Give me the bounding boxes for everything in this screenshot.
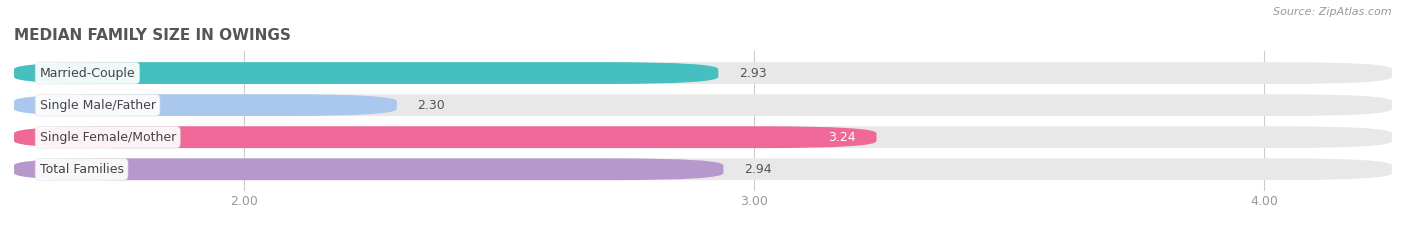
Text: Single Male/Father: Single Male/Father [39,99,156,112]
FancyBboxPatch shape [14,126,1392,148]
FancyBboxPatch shape [14,158,1392,180]
Text: 2.93: 2.93 [738,67,766,79]
Text: MEDIAN FAMILY SIZE IN OWINGS: MEDIAN FAMILY SIZE IN OWINGS [14,28,291,43]
Text: Single Female/Mother: Single Female/Mother [39,131,176,144]
FancyBboxPatch shape [14,126,876,148]
Text: 2.94: 2.94 [744,163,772,176]
Text: 2.30: 2.30 [418,99,444,112]
Text: Married-Couple: Married-Couple [39,67,135,79]
Text: Total Families: Total Families [39,163,124,176]
FancyBboxPatch shape [14,94,1392,116]
FancyBboxPatch shape [14,62,718,84]
FancyBboxPatch shape [14,62,1392,84]
FancyBboxPatch shape [14,158,724,180]
FancyBboxPatch shape [14,94,396,116]
Text: 3.24: 3.24 [828,131,856,144]
Text: Source: ZipAtlas.com: Source: ZipAtlas.com [1274,7,1392,17]
